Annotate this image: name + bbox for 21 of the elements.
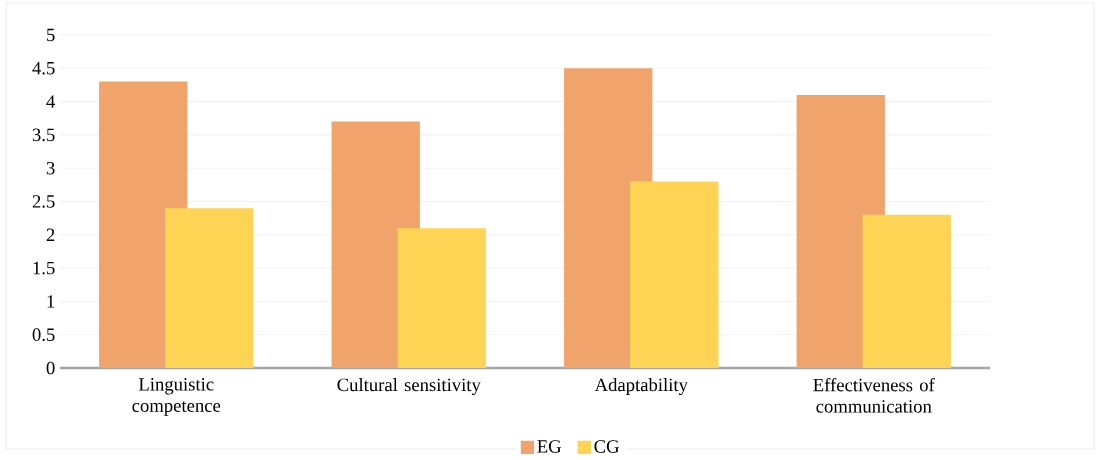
legend-label: CG (594, 440, 619, 453)
y-tick-label: 2.5 (32, 195, 55, 208)
x-tick-label: Adaptability (594, 378, 688, 396)
y-tick-label: 5 (47, 28, 55, 42)
y-tick-label: 1 (47, 295, 55, 308)
x-tick-label: Linguistic competence (132, 378, 221, 416)
y-tick-label: 1.5 (33, 261, 55, 275)
y-tick-label: 4 (46, 95, 56, 108)
bar (165, 208, 254, 369)
y-tick-label: 0 (46, 361, 55, 375)
y-tick-label: 3.5 (32, 128, 55, 142)
y-tick-label: 0.5 (32, 328, 55, 342)
bar (397, 228, 486, 369)
y-tick-label: 2 (46, 228, 55, 242)
y-tick-label: 4.5 (32, 62, 55, 75)
x-tick-label: Cultural sensitivity (337, 378, 481, 396)
legend-label: EG (537, 440, 562, 453)
x-tick-label: Effectiveness of communication (813, 378, 935, 413)
y-tick-label: 3 (46, 161, 55, 175)
bar (862, 214, 951, 369)
bar (630, 181, 719, 369)
